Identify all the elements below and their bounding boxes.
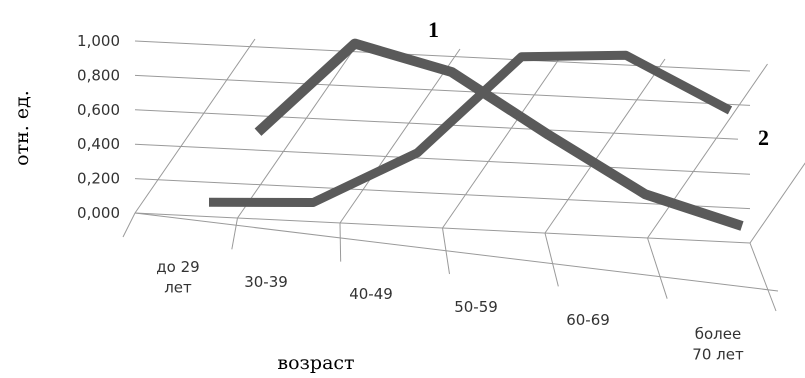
x-tick-label: более 70 лет [692,325,744,363]
y-tick-label: 0,000 [77,204,120,222]
floor-grid-line [122,212,136,238]
y-tick-labels: 0,000 0,200 0,400 0,600 0,800 1,000 [77,32,120,222]
floor-front-edge [134,212,779,292]
series-2-label: 2 [758,125,769,150]
floor-grid-line [339,222,342,262]
floor-grid-line [231,217,238,250]
floor-grid-line [647,237,668,299]
x-grid-line [442,53,563,229]
x-grid-line [339,48,461,224]
y-grid-line [134,74,751,106]
y-tick-label: 1,000 [77,32,120,50]
floor-grid-line [544,232,559,287]
floor-grid-line [749,242,777,312]
series-2-line [208,50,733,207]
x-tick-label: 60-69 [566,311,610,329]
series-1-label-bg [410,8,466,48]
x-tick-label: 50-59 [454,298,498,316]
y-tick-label: 0,600 [77,101,120,119]
x-tick-label: до 29 лет [156,258,199,296]
x-tick-label: 40-49 [349,285,393,303]
y-tick-label: 0,400 [77,135,120,153]
y-grid-line [134,143,751,175]
x-tick-labels: до 29 лет 30-39 40-49 50-59 60-69 более 70 лет [156,258,744,363]
chart-grid [122,38,805,312]
series-1-line [254,38,744,231]
x-grid-line [647,63,768,239]
y-tick-label: 0,200 [77,170,120,188]
x-grid-line [749,162,805,244]
y-tick-label: 0,800 [77,66,120,84]
x-grid-line [134,38,256,214]
y-axis-title: отн. ед. [11,90,33,166]
x-tick-label: 30-39 [244,273,288,291]
series-lines [208,38,744,231]
x-axis-title: возраст [277,352,354,374]
series-1-label: 1 [428,17,439,42]
x-grid-line [237,43,358,219]
x-grid-line [544,58,666,234]
series-2-label-bg [738,118,800,158]
y-grid-line [134,178,751,210]
